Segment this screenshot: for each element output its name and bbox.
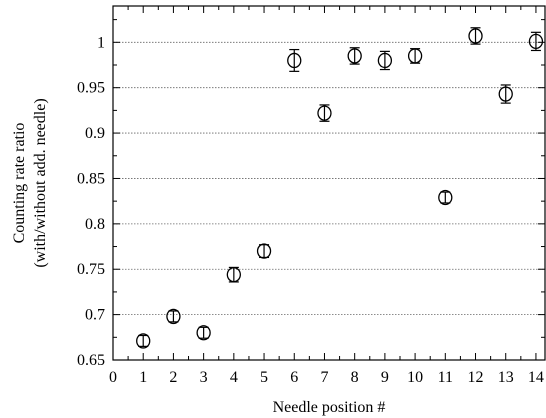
data-point bbox=[256, 243, 272, 259]
y-axis: 0.65 0.7 0.75 0.8 0.85 0.9 0.95 1 bbox=[77, 19, 545, 369]
data-point bbox=[528, 31, 544, 52]
data-point bbox=[196, 325, 211, 341]
data-point bbox=[407, 48, 423, 64]
x-tick-label: 11 bbox=[438, 369, 453, 386]
x-axis-label: Needle position # bbox=[273, 399, 386, 416]
data-point bbox=[317, 104, 332, 122]
point-marker bbox=[256, 243, 272, 259]
x-tick-label: 13 bbox=[498, 369, 514, 386]
data-point bbox=[226, 266, 241, 283]
y-tick-label: 0.7 bbox=[85, 307, 105, 324]
x-tick-label: 8 bbox=[351, 369, 359, 386]
data-point bbox=[498, 84, 513, 104]
x-tick-label: 0 bbox=[109, 369, 117, 386]
point-marker bbox=[136, 333, 151, 349]
y-tick-label: 0.65 bbox=[77, 352, 105, 369]
y-tick-label: 0.9 bbox=[85, 125, 105, 142]
point-marker bbox=[528, 33, 544, 50]
x-tick-label: 9 bbox=[381, 369, 389, 386]
data-point bbox=[166, 308, 181, 325]
x-tick-label: 14 bbox=[528, 369, 544, 386]
data-points bbox=[136, 27, 544, 349]
y-tick-label: 0.85 bbox=[77, 170, 105, 187]
point-marker bbox=[226, 267, 241, 283]
x-tick-label: 7 bbox=[320, 369, 328, 386]
y-axis-label-line-2: (with/without add. needle) bbox=[32, 98, 49, 267]
y-axis-label-line-1: Counting rate ratio bbox=[11, 123, 28, 244]
point-marker bbox=[407, 48, 423, 64]
data-point bbox=[136, 333, 151, 349]
gridlines bbox=[113, 41, 545, 316]
x-axis: 0 1 2 3 4 5 6 7 8 9 10 11 12 13 14 bbox=[109, 6, 544, 386]
point-marker bbox=[468, 28, 483, 44]
point-marker bbox=[377, 52, 393, 69]
y-tick-label: 0.95 bbox=[77, 80, 105, 97]
x-tick-label: 2 bbox=[169, 369, 177, 386]
point-marker bbox=[196, 325, 211, 341]
data-point bbox=[377, 50, 393, 71]
y-tick-label: 1 bbox=[97, 34, 105, 51]
x-tick-label: 5 bbox=[260, 369, 268, 386]
data-point bbox=[468, 27, 483, 45]
data-point bbox=[287, 48, 302, 72]
x-tick-label: 10 bbox=[407, 369, 423, 386]
plot-frame bbox=[112, 5, 546, 361]
point-marker bbox=[438, 189, 453, 206]
point-marker bbox=[287, 52, 302, 69]
x-tick-label: 3 bbox=[200, 369, 208, 386]
data-point bbox=[347, 47, 362, 65]
x-tick-label: 12 bbox=[468, 369, 484, 386]
y-tick-label: 0.8 bbox=[85, 216, 105, 233]
x-tick-label: 4 bbox=[230, 369, 238, 386]
x-tick-label: 1 bbox=[139, 369, 147, 386]
point-marker bbox=[347, 48, 362, 64]
data-point bbox=[438, 189, 453, 206]
y-tick-label: 0.75 bbox=[77, 261, 105, 278]
x-tick-label: 6 bbox=[290, 369, 298, 386]
point-marker bbox=[166, 308, 181, 325]
point-marker bbox=[317, 105, 332, 121]
point-marker bbox=[498, 86, 513, 102]
